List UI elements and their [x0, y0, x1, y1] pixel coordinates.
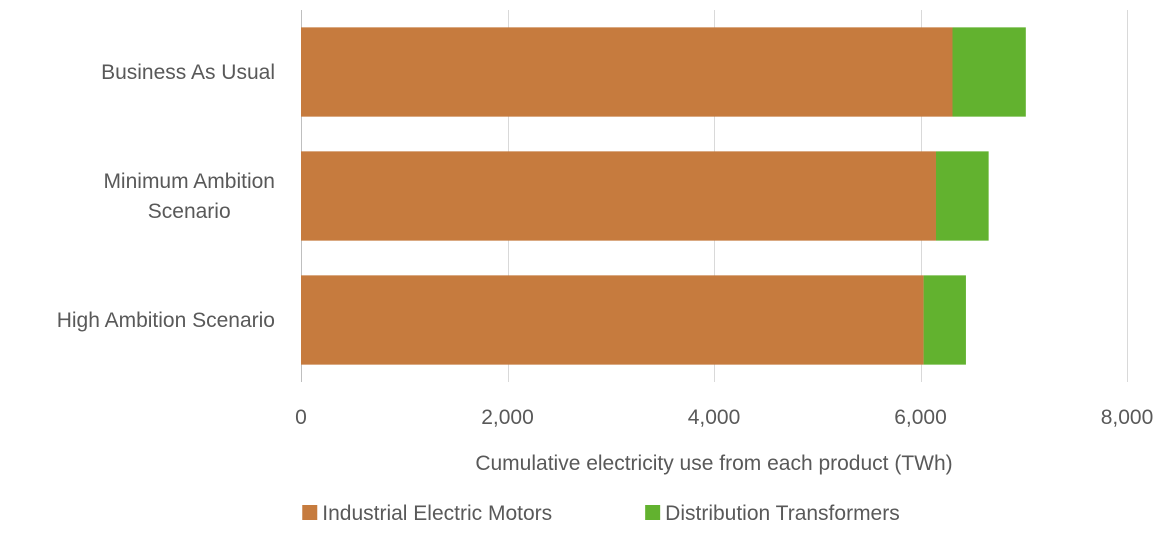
- x-tick-labels: 0 2,000 4,000 6,000 8,000: [295, 406, 1153, 429]
- x-tick-label: 8,000: [1101, 406, 1154, 429]
- legend: Industrial Electric Motors Distribution T…: [302, 502, 900, 525]
- legend-item: Distribution Transformers: [645, 502, 900, 525]
- x-axis-title: Cumulative electricity use from each pro…: [475, 452, 952, 475]
- bar-motors-1: [301, 151, 936, 241]
- bar-transformers-2: [923, 275, 966, 365]
- legend-item: Industrial Electric Motors: [302, 502, 552, 525]
- x-tick-label: 0: [295, 406, 307, 429]
- bar-motors-0: [301, 27, 953, 117]
- x-tick-label: 6,000: [894, 406, 947, 429]
- legend-label: Distribution Transformers: [665, 502, 900, 525]
- legend-swatch: [302, 505, 318, 520]
- category-label: Minimum Ambition: [103, 170, 275, 193]
- legend-label: Industrial Electric Motors: [322, 502, 552, 525]
- bar-motors-2: [301, 275, 924, 365]
- legend-swatch: [645, 505, 661, 520]
- bar-transformers-0: [952, 27, 1026, 117]
- category-labels: Business As Usual Minimum Ambition Scenari…: [57, 61, 275, 332]
- x-tick-label: 4,000: [688, 406, 741, 429]
- bar-transformers-1: [935, 151, 989, 241]
- bars: [301, 27, 1026, 365]
- category-label: Business As Usual: [101, 61, 275, 84]
- category-label: Scenario: [148, 200, 231, 223]
- x-tick-label: 2,000: [481, 406, 534, 429]
- category-label: High Ambition Scenario: [57, 309, 275, 332]
